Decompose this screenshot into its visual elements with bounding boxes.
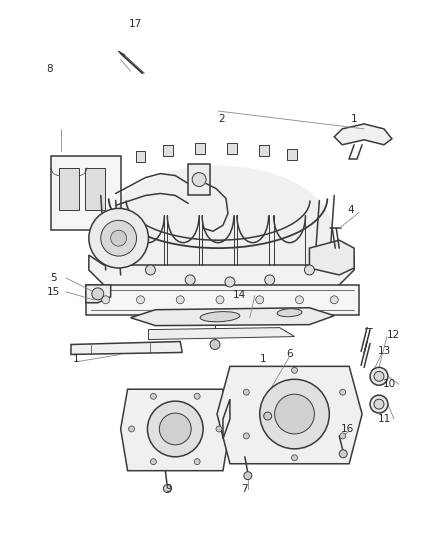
Circle shape [89,208,148,268]
Circle shape [150,459,156,465]
Circle shape [102,296,110,304]
Polygon shape [131,308,334,326]
Circle shape [194,393,200,399]
Circle shape [216,296,224,304]
Circle shape [275,394,314,434]
Text: 1: 1 [73,354,79,365]
Ellipse shape [277,309,302,317]
Text: 11: 11 [377,414,391,424]
Polygon shape [59,168,79,211]
Circle shape [265,275,275,285]
Circle shape [163,484,171,492]
Circle shape [339,450,347,458]
Circle shape [374,399,384,409]
Circle shape [370,395,388,413]
Circle shape [296,296,304,304]
Polygon shape [163,145,173,156]
Circle shape [292,367,297,373]
Polygon shape [71,342,182,354]
Text: 16: 16 [341,424,354,434]
Circle shape [304,265,314,275]
Circle shape [256,296,264,304]
Circle shape [370,367,388,385]
Polygon shape [135,151,145,161]
Text: 6: 6 [286,350,293,359]
Circle shape [145,265,155,275]
Circle shape [159,413,191,445]
Polygon shape [86,285,359,314]
Polygon shape [259,145,268,156]
Polygon shape [85,168,105,211]
Circle shape [92,288,104,300]
Circle shape [176,296,184,304]
Text: 10: 10 [382,379,396,389]
Polygon shape [223,399,230,439]
Circle shape [225,277,235,287]
Circle shape [244,389,249,395]
Circle shape [101,220,137,256]
Circle shape [148,401,203,457]
Polygon shape [334,124,392,145]
Text: 13: 13 [377,346,391,357]
Circle shape [210,340,220,350]
Polygon shape [86,285,111,303]
Text: 8: 8 [46,64,53,74]
Circle shape [194,459,200,465]
Text: 1: 1 [351,114,357,124]
Circle shape [129,426,134,432]
Text: 15: 15 [46,287,60,297]
Circle shape [111,230,127,246]
Text: 14: 14 [233,290,247,300]
Text: 1: 1 [259,354,266,365]
Text: 4: 4 [348,205,354,215]
Text: 2: 2 [219,114,225,124]
Polygon shape [51,156,120,230]
Circle shape [292,455,297,461]
Ellipse shape [104,166,332,295]
Ellipse shape [200,312,240,322]
Text: 9: 9 [165,483,172,494]
Circle shape [244,472,252,480]
Circle shape [340,433,346,439]
Circle shape [374,372,384,381]
Polygon shape [148,328,294,340]
Text: 17: 17 [129,19,142,29]
Polygon shape [195,143,205,154]
Circle shape [137,296,145,304]
Polygon shape [120,389,230,471]
Circle shape [150,393,156,399]
Text: 12: 12 [387,329,400,340]
Polygon shape [188,164,210,196]
Circle shape [264,412,272,420]
Circle shape [340,389,346,395]
Polygon shape [286,149,297,160]
Circle shape [244,433,249,439]
Text: 7: 7 [241,483,248,494]
Circle shape [330,296,338,304]
Polygon shape [217,366,362,464]
Circle shape [216,426,222,432]
Polygon shape [89,255,354,290]
Polygon shape [309,240,354,275]
Circle shape [260,379,329,449]
Circle shape [192,173,206,187]
Text: 5: 5 [50,273,57,283]
Circle shape [185,275,195,285]
Polygon shape [227,143,237,154]
